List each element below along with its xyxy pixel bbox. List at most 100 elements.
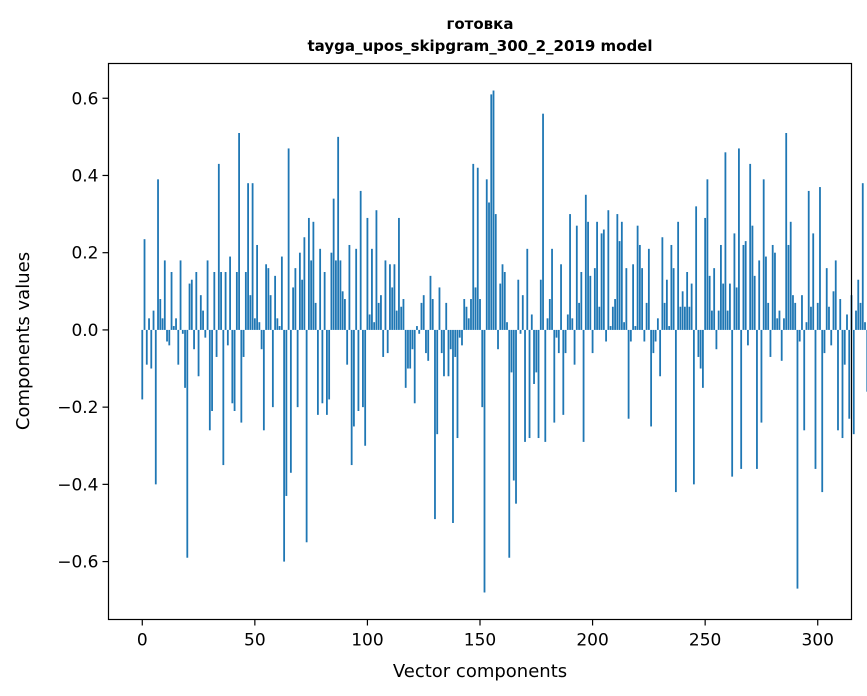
- bar: [697, 329, 700, 357]
- bar: [650, 329, 653, 427]
- bar: [384, 260, 387, 330]
- bar: [778, 310, 781, 330]
- x-tick-label: 150: [464, 631, 496, 651]
- bar: [729, 283, 731, 330]
- bar: [447, 329, 450, 377]
- bar: [420, 302, 423, 330]
- bar: [364, 329, 367, 446]
- bar: [285, 329, 288, 496]
- bar: [276, 318, 279, 330]
- bar: [749, 163, 752, 330]
- chart-title-line1: готовка: [447, 15, 514, 33]
- bar: [553, 329, 556, 423]
- bar: [262, 329, 265, 431]
- bar: [307, 217, 310, 330]
- bar: [195, 272, 198, 330]
- bar: [269, 295, 272, 330]
- bar: [341, 291, 344, 330]
- bar: [659, 329, 662, 377]
- bar: [483, 329, 486, 593]
- bar: [193, 329, 195, 350]
- bar: [672, 268, 675, 330]
- bar: [238, 133, 240, 330]
- bar: [656, 318, 659, 330]
- bar: [443, 329, 445, 377]
- x-tick-label: 300: [802, 631, 834, 651]
- bar: [175, 318, 177, 330]
- bar: [305, 329, 308, 543]
- bar: [382, 329, 385, 357]
- bar: [206, 260, 209, 330]
- bar: [362, 329, 364, 408]
- bar: [280, 256, 283, 330]
- bar: [294, 268, 297, 330]
- bar: [861, 183, 864, 330]
- bar: [593, 268, 596, 330]
- bar: [708, 275, 711, 330]
- bar: [747, 329, 749, 346]
- x-tick-label: 0: [137, 631, 148, 651]
- bar: [533, 329, 535, 384]
- bar: [235, 272, 238, 330]
- bar: [724, 152, 727, 330]
- bar: [796, 329, 799, 589]
- bar: [740, 329, 743, 469]
- bar: [497, 329, 499, 350]
- bar: [188, 283, 191, 330]
- bar: [494, 214, 497, 330]
- bar: [641, 268, 644, 330]
- bar: [400, 306, 403, 330]
- bar: [332, 198, 335, 330]
- bar: [771, 244, 774, 330]
- bar: [665, 279, 668, 330]
- bar: [240, 329, 243, 423]
- bar: [398, 217, 400, 330]
- bar: [499, 283, 502, 330]
- bar: [314, 302, 317, 330]
- bar: [524, 329, 526, 442]
- bar: [506, 322, 508, 330]
- bar: [645, 302, 648, 330]
- bar: [735, 287, 738, 330]
- bar: [501, 264, 504, 330]
- bar: [855, 310, 857, 330]
- bar: [564, 329, 567, 354]
- bar: [510, 329, 513, 373]
- bar: [348, 244, 351, 330]
- bar: [634, 326, 637, 330]
- bar: [436, 329, 439, 435]
- bar: [258, 322, 261, 330]
- bar: [463, 299, 466, 330]
- bar: [377, 302, 380, 330]
- bar: [215, 329, 218, 357]
- y-axis-label: Components values: [13, 252, 34, 430]
- x-axis-label: Vector components: [393, 661, 567, 682]
- bar: [589, 275, 592, 330]
- bar: [794, 302, 797, 330]
- bar: [141, 329, 144, 400]
- bar: [422, 295, 425, 330]
- bar: [780, 329, 783, 361]
- bar: [756, 329, 758, 469]
- bar: [816, 302, 819, 330]
- bar: [846, 314, 848, 330]
- x-tick-label: 100: [351, 631, 383, 651]
- bar: [492, 90, 495, 330]
- bar: [798, 329, 801, 342]
- bar: [681, 291, 684, 330]
- bar: [411, 329, 414, 350]
- bar: [472, 163, 475, 330]
- bar: [762, 179, 765, 330]
- bar: [591, 329, 594, 354]
- bar: [389, 264, 391, 330]
- bar: [584, 194, 587, 330]
- bar: [832, 291, 835, 330]
- bar: [843, 329, 846, 365]
- bar: [202, 310, 204, 330]
- bar: [467, 318, 470, 330]
- x-tick-label: 250: [689, 631, 721, 651]
- bar: [186, 329, 189, 558]
- bar: [618, 241, 621, 330]
- bar: [357, 329, 360, 411]
- bar: [393, 264, 396, 330]
